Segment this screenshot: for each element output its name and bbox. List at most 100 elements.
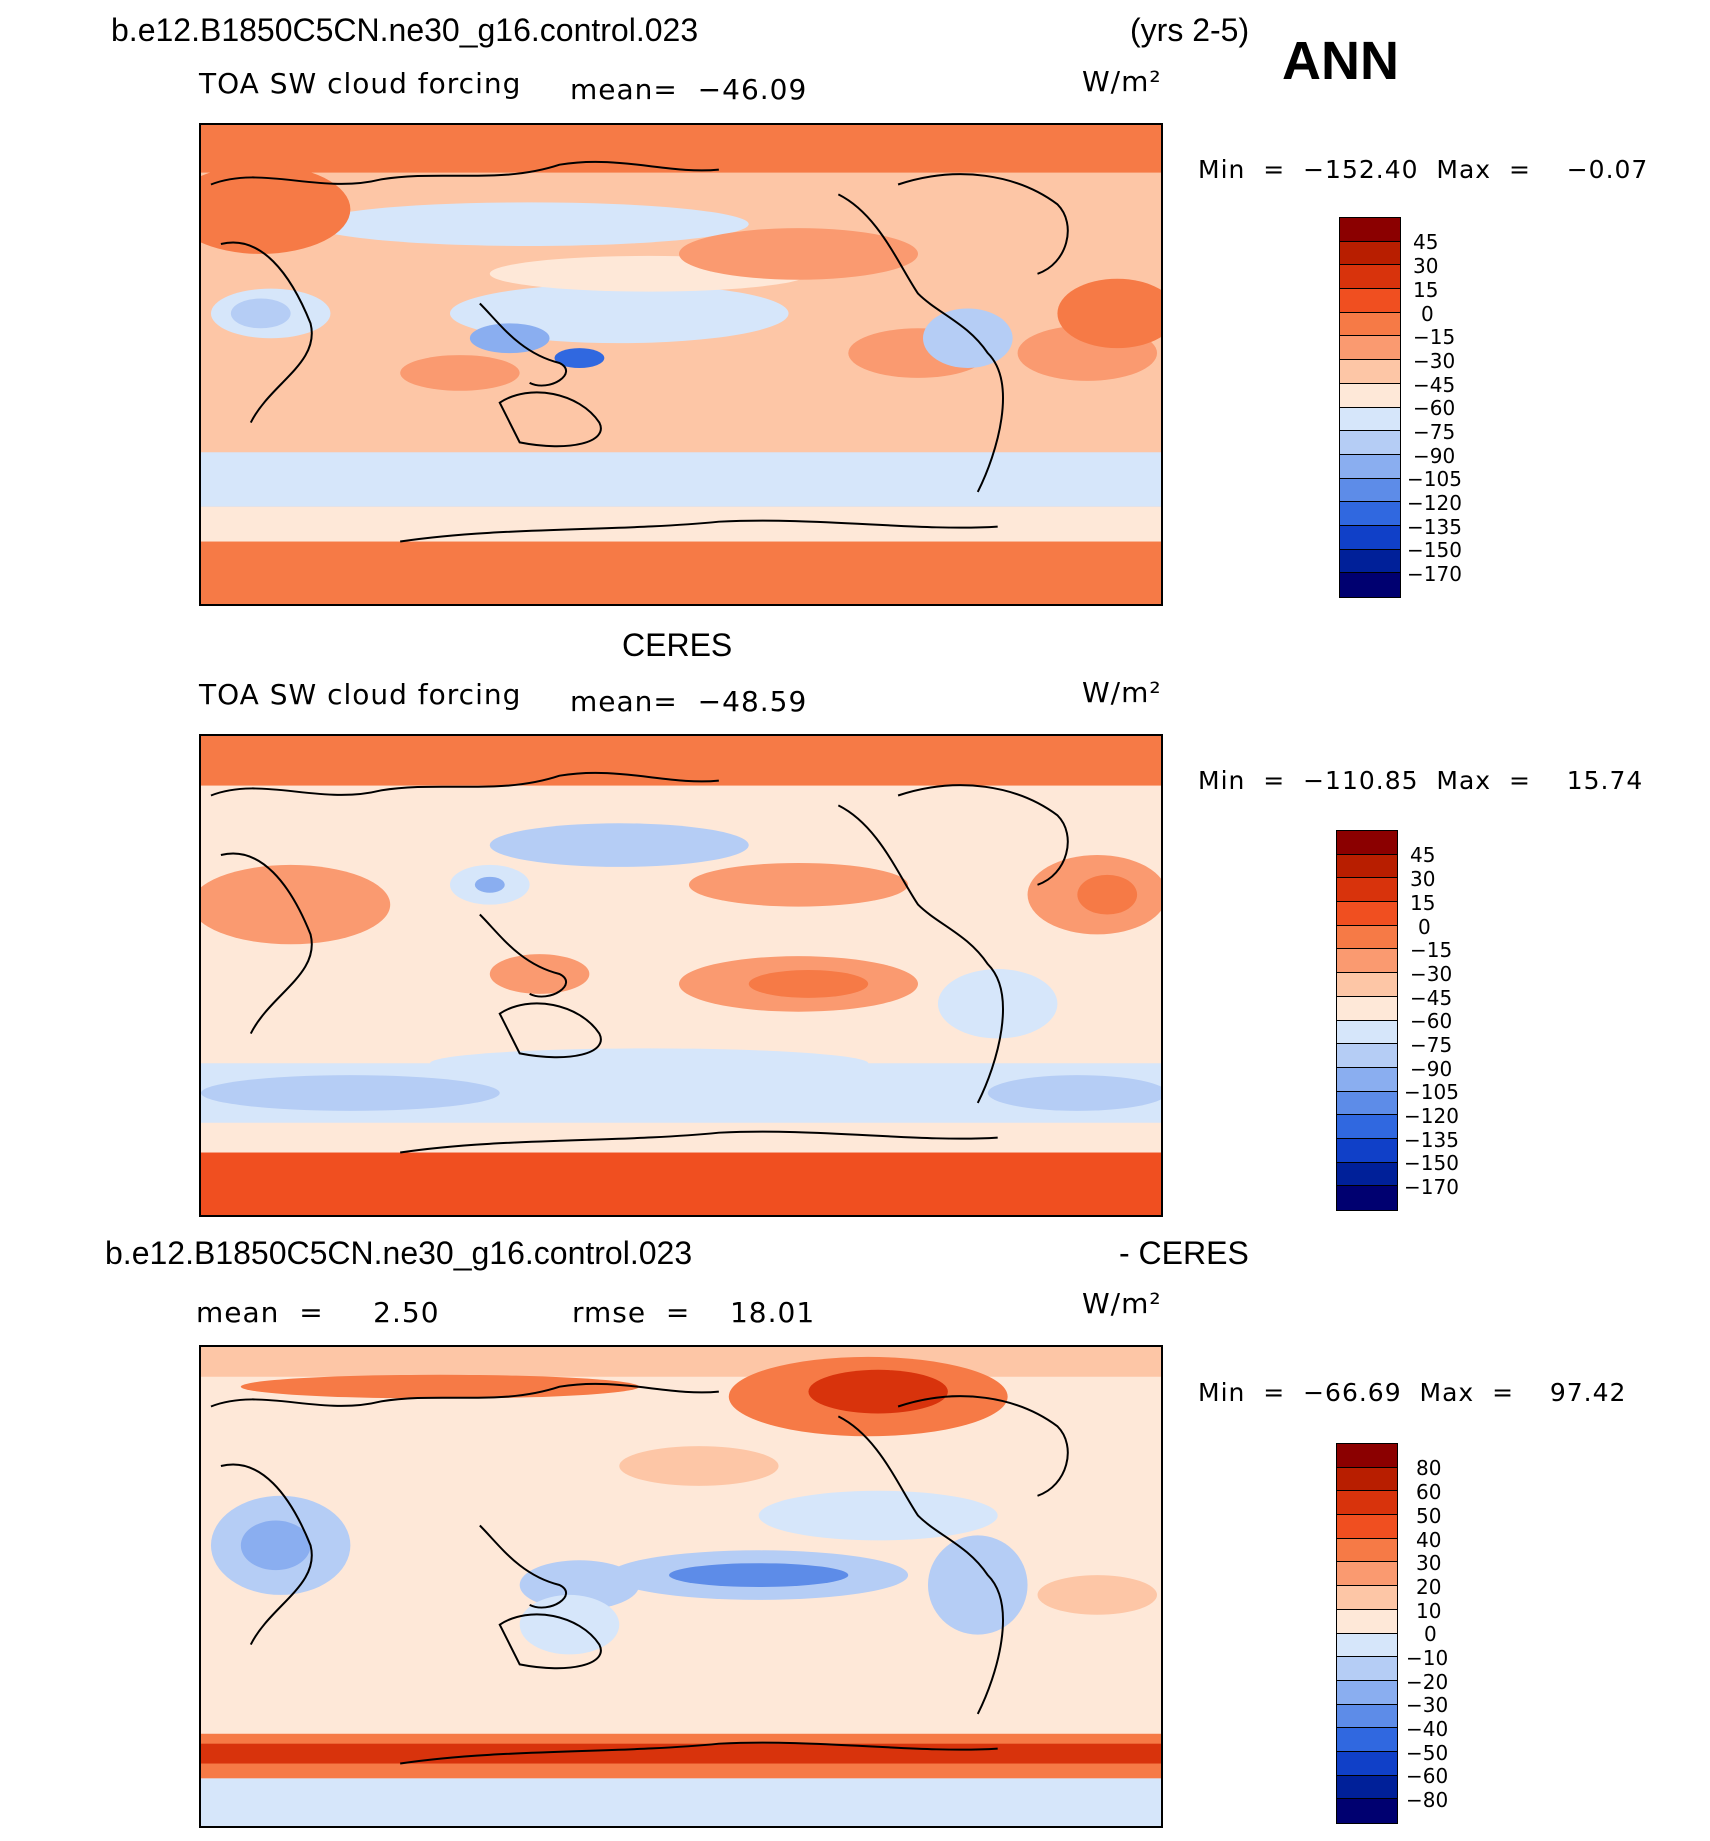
colorbar-swatch: [1337, 1704, 1397, 1729]
panel3-rmse-label: rmse = 18.01: [572, 1296, 816, 1329]
colorbar-swatch: [1337, 1728, 1397, 1752]
panel3-map: [199, 1345, 1163, 1828]
colorbar-swatch: [1337, 902, 1397, 926]
colorbar-swatch: [1337, 1515, 1397, 1539]
colorbar-label: −60: [1406, 1764, 1449, 1788]
colorbar-label: −15: [1413, 325, 1456, 349]
colorbar-label: −80: [1406, 1788, 1449, 1812]
panel3-heading-case: b.e12.B1850C5CN.ne30_g16.control.023: [105, 1235, 693, 1271]
panel1-mean-label: mean= −46.09: [570, 73, 808, 106]
colorbar-label: 20: [1416, 1575, 1442, 1599]
colorbar-swatch: [1337, 1067, 1397, 1092]
panel2-units-label: W/m²: [1082, 676, 1162, 709]
panel2-heading: CERES: [622, 627, 733, 663]
colorbar-swatch: [1337, 1138, 1397, 1163]
colorbar-swatch: [1337, 1044, 1397, 1068]
colorbar-swatch: [1337, 1586, 1397, 1610]
colorbar-swatch: [1340, 431, 1400, 455]
colorbar-swatch: [1337, 1020, 1397, 1045]
colorbar-label: −45: [1410, 986, 1453, 1010]
colorbar-label: 0: [1421, 302, 1434, 326]
panel2-contour-plot: [201, 736, 1161, 1215]
panel3-units-label: W/m²: [1082, 1287, 1162, 1320]
years-label: (yrs 2-5): [1130, 12, 1250, 48]
colorbar-label: 40: [1416, 1528, 1442, 1552]
panel1-units-label: W/m²: [1082, 65, 1162, 98]
colorbar-swatch: [1337, 831, 1397, 855]
colorbar-swatch: [1340, 241, 1400, 266]
colorbar-swatch: [1337, 1162, 1397, 1187]
colorbar-swatch: [1337, 854, 1397, 879]
colorbar-label: −150: [1407, 538, 1462, 562]
colorbar-swatch: [1337, 1444, 1397, 1468]
panel1-colorbar: [1339, 217, 1401, 598]
colorbar-label: 60: [1416, 1480, 1442, 1504]
panel2-map: [199, 734, 1163, 1217]
colorbar-label: −45: [1413, 373, 1456, 397]
colorbar-label: −105: [1407, 467, 1462, 491]
season-label: ANN: [1282, 31, 1399, 91]
colorbar-label: 0: [1424, 1622, 1437, 1646]
colorbar-label: −30: [1410, 962, 1453, 986]
colorbar-label: −170: [1404, 1175, 1459, 1199]
colorbar-swatch: [1340, 454, 1400, 479]
colorbar-label: −135: [1407, 515, 1462, 539]
panel1-contour-plot: [201, 125, 1161, 604]
colorbar-swatch: [1337, 1633, 1397, 1658]
colorbar-swatch: [1337, 1751, 1397, 1776]
colorbar-swatch: [1337, 1775, 1397, 1800]
colorbar-label: −90: [1410, 1057, 1453, 1081]
colorbar-label: 0: [1418, 915, 1431, 939]
panel3-colorbar: [1336, 1443, 1398, 1824]
colorbar-swatch: [1337, 1538, 1397, 1563]
colorbar-swatch: [1340, 478, 1400, 503]
colorbar-label: −40: [1406, 1717, 1449, 1741]
colorbar-swatch: [1340, 360, 1400, 384]
colorbar-swatch: [1340, 265, 1400, 290]
colorbar-label: 30: [1416, 1551, 1442, 1575]
colorbar-label: −120: [1407, 491, 1462, 515]
colorbar-swatch: [1337, 1186, 1397, 1210]
colorbar-swatch: [1337, 973, 1397, 997]
colorbar-label: −75: [1410, 1033, 1453, 1057]
panel2-variable-label: TOA SW cloud forcing: [199, 678, 522, 711]
colorbar-label: −150: [1404, 1151, 1459, 1175]
panel3-minmax: Min = −66.69 Max = 97.42: [1198, 1378, 1627, 1407]
colorbar-swatch: [1337, 996, 1397, 1021]
colorbar-label: −10: [1406, 1646, 1449, 1670]
panel2-mean-label: mean= −48.59: [570, 685, 808, 718]
colorbar-swatch: [1337, 1609, 1397, 1634]
colorbar-label: −105: [1404, 1080, 1459, 1104]
colorbar-label: −50: [1406, 1741, 1449, 1765]
colorbar-label: −135: [1404, 1128, 1459, 1152]
colorbar-swatch: [1340, 549, 1400, 574]
colorbar-label: 45: [1410, 843, 1436, 867]
colorbar-swatch: [1337, 1091, 1397, 1116]
colorbar-label: −170: [1407, 562, 1462, 586]
colorbar-swatch: [1337, 1562, 1397, 1587]
colorbar-label: 45: [1413, 230, 1439, 254]
colorbar-swatch: [1337, 1467, 1397, 1492]
colorbar-label: −90: [1413, 444, 1456, 468]
colorbar-label: 30: [1410, 867, 1436, 891]
panel1-minmax: Min = −152.40 Max = −0.07: [1198, 155, 1649, 184]
colorbar-label: −60: [1413, 396, 1456, 420]
colorbar-swatch: [1340, 383, 1400, 408]
colorbar-swatch: [1340, 336, 1400, 361]
colorbar-swatch: [1337, 1115, 1397, 1139]
colorbar-label: −20: [1406, 1670, 1449, 1694]
colorbar-label: −30: [1406, 1693, 1449, 1717]
colorbar-swatch: [1337, 1657, 1397, 1681]
panel3-mean-label: mean = 2.50: [196, 1296, 440, 1329]
colorbar-swatch: [1340, 289, 1400, 313]
colorbar-swatch: [1340, 312, 1400, 337]
colorbar-label: 10: [1416, 1599, 1442, 1623]
colorbar-label: 50: [1416, 1504, 1442, 1528]
colorbar-swatch: [1337, 878, 1397, 903]
colorbar-label: 15: [1410, 891, 1436, 915]
colorbar-swatch: [1337, 949, 1397, 974]
colorbar-label: −15: [1410, 938, 1453, 962]
panel3-heading-obs: - CERES: [1119, 1235, 1249, 1271]
colorbar-swatch: [1340, 407, 1400, 432]
case-title: b.e12.B1850C5CN.ne30_g16.control.023: [111, 12, 699, 48]
